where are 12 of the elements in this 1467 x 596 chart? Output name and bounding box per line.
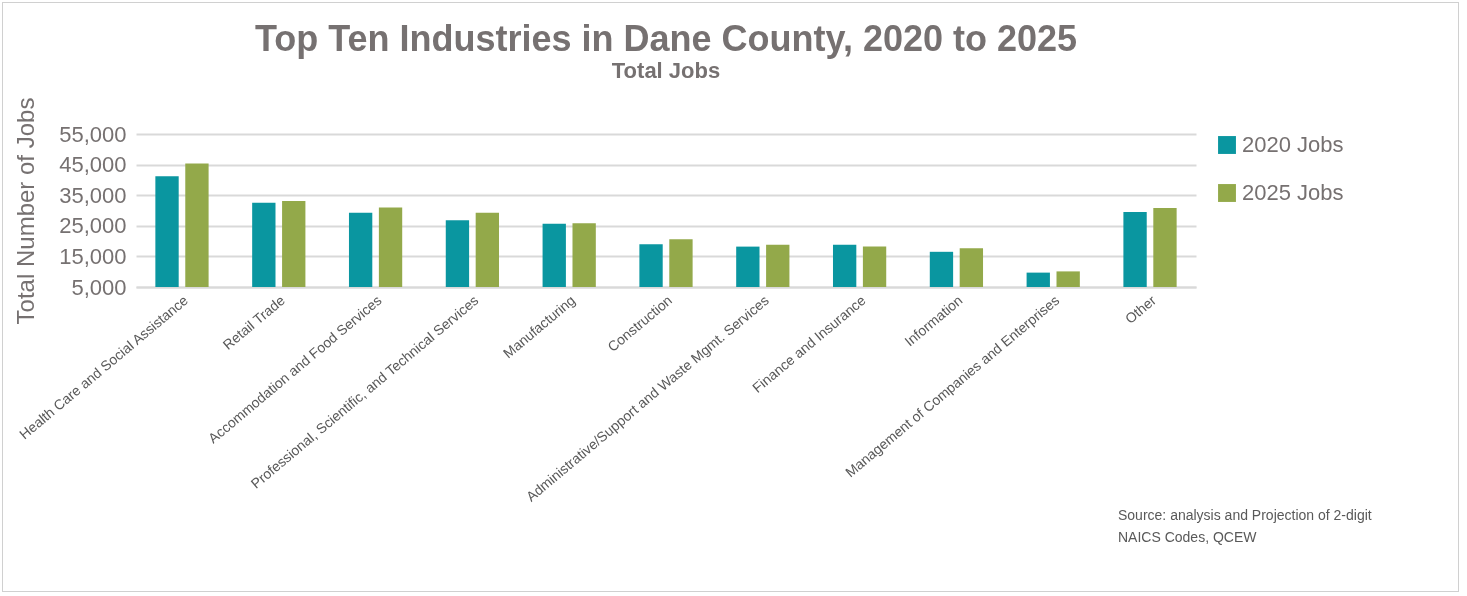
chart-subtitle: Total Jobs bbox=[611, 58, 721, 84]
y-tick-label: 55,000 bbox=[59, 121, 127, 147]
y-tick-label: 45,000 bbox=[59, 152, 127, 178]
chart-title: Top Ten Industries in Dane County, 2020 to 2025 bbox=[254, 18, 1078, 60]
y-tick-label: 15,000 bbox=[59, 243, 127, 269]
y-axis-title: Total Number of Jobs bbox=[12, 97, 40, 325]
y-tick-label: 25,000 bbox=[59, 213, 127, 239]
y-tick-label: 5,000 bbox=[71, 274, 127, 300]
legend-label: 2020 Jobs bbox=[1242, 132, 1344, 157]
source-note: Source: analysis and Projection of 2-digit NAICS Codes, QCEW bbox=[1118, 506, 1373, 547]
y-tick-label: 35,000 bbox=[59, 182, 127, 208]
legend-label: 2025 Jobs bbox=[1242, 180, 1344, 205]
